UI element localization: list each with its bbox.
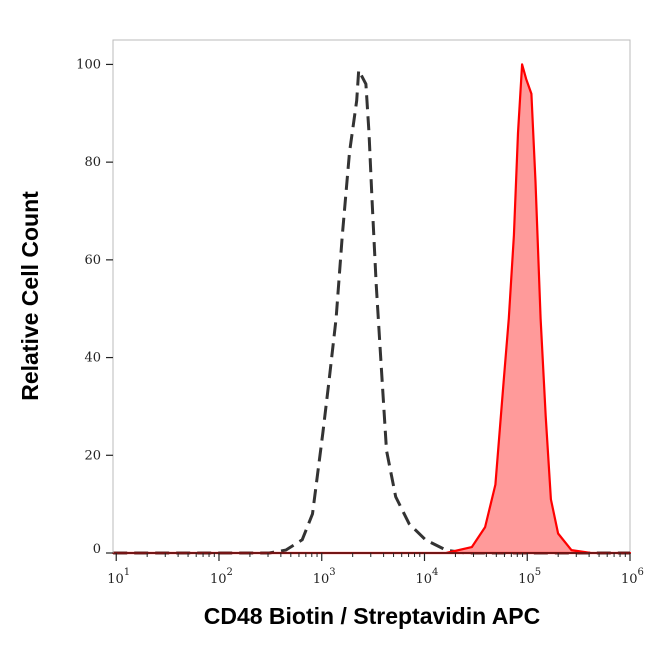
x-tick-label: 102 <box>210 567 233 587</box>
x-tick-label: 106 <box>621 567 644 587</box>
series-1-filled-histogram <box>112 63 632 555</box>
y-tick-label: 40 <box>84 351 101 366</box>
x-tick-label: 105 <box>518 567 541 587</box>
y-tick-label: 80 <box>84 155 101 170</box>
y-tick-label: 0 <box>93 542 101 557</box>
y-axis-label: Relative Cell Count <box>17 191 43 401</box>
plot-border <box>112 39 631 554</box>
series-0-dashed-histogram <box>113 64 630 555</box>
x-axis-label: CD48 Biotin / Streptavidin APC <box>204 603 541 629</box>
y-tick-label: 60 <box>84 253 101 268</box>
x-tick-label: 103 <box>313 567 336 587</box>
x-tick-label: 101 <box>107 567 130 587</box>
x-tick-label: 104 <box>415 567 438 587</box>
y-tick-label: 100 <box>76 57 101 72</box>
y-tick-label: 20 <box>84 448 101 463</box>
